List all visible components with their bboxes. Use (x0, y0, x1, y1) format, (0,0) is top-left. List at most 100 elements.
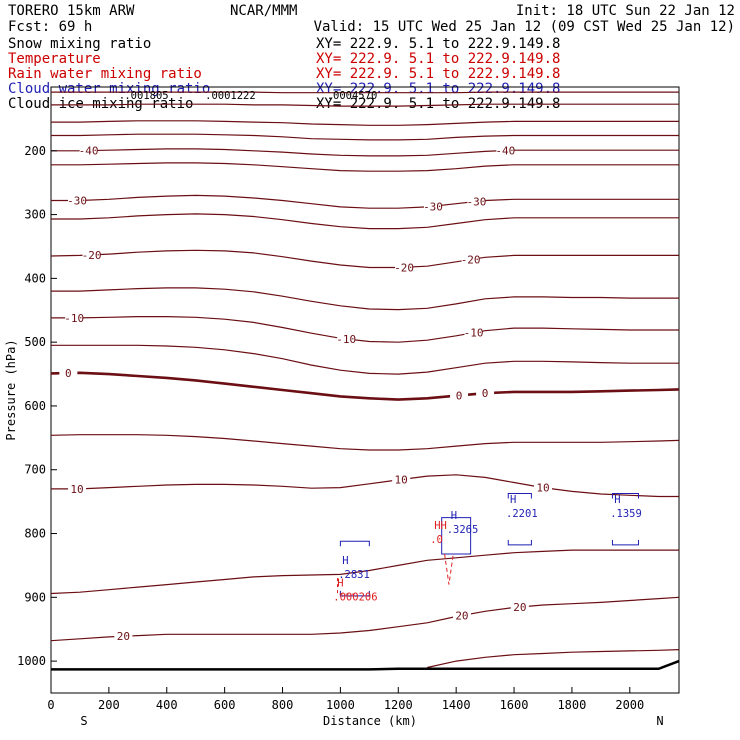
surface-pressure-line (51, 659, 680, 671)
field-maxima-labels: H.2831H.3265H.2201H.1359H.000206HH.0.001… (124, 90, 641, 604)
cloud-contour-1400km (441, 517, 472, 555)
isotherm-label-bg (68, 482, 87, 495)
cloud-max-value: .2201 (506, 508, 538, 520)
isotherm-label: -30 (67, 195, 87, 208)
temperature-isotherms (50, 91, 680, 669)
isotherm-label-bg (114, 630, 133, 643)
end-label-south: S (80, 714, 87, 728)
isotherm-line (51, 316, 679, 343)
isotherm-line (51, 162, 679, 172)
top-field-value: .001805 (124, 90, 168, 102)
y-tick-label: 500 (24, 335, 46, 349)
cloud-water-features (339, 492, 639, 597)
isotherm-line (51, 287, 679, 311)
end-label-north: N (656, 714, 663, 728)
x-axis-label: Distance (km) (323, 714, 417, 728)
isotherm-line (50, 249, 679, 269)
isotherm-label-bg (68, 194, 87, 207)
isotherm-label-bg (59, 367, 78, 380)
isotherm-line (50, 596, 680, 642)
x-tick-label: 600 (214, 698, 236, 712)
isotherm-label: 20 (117, 630, 130, 643)
cloud-contour-1600km-top (507, 492, 532, 499)
isotherm-label: 10 (70, 483, 83, 496)
isotherm-label-bg (533, 481, 552, 494)
rain-max-value: .000206 (333, 592, 377, 604)
figure-header: TORERO 15km ARW NCAR/MMM Init: 18 UTC Su… (8, 3, 735, 35)
y-tick-label: 200 (24, 144, 46, 158)
isotherm-line (51, 194, 679, 209)
top-field-value: .0001222 (205, 90, 256, 102)
isotherm-line (51, 91, 679, 94)
isotherm-label: 20 (513, 601, 526, 614)
cloud-contour-1000km-top (339, 540, 370, 547)
y-tick-label: 300 (24, 208, 46, 222)
isotherm-line (51, 103, 679, 107)
rain-max-marker: H (337, 578, 343, 590)
isotherm-label-bg (392, 473, 411, 486)
isotherm-label-bg (337, 332, 356, 345)
rain-max-value: .0 (430, 534, 443, 546)
cloud-contour-1960km-top (611, 492, 639, 499)
cloud-contour-1960km-bottom (611, 539, 639, 546)
x-tick-label: 2000 (615, 698, 644, 712)
x-tick-label: 400 (156, 698, 178, 712)
isotherm-label-bg (461, 253, 480, 266)
isotherm-label: -10 (336, 333, 356, 346)
isotherm-label-bg (467, 195, 486, 208)
field-name-temperature: Temperature (8, 51, 101, 67)
x-tick-label: 1400 (442, 698, 471, 712)
valid-time: Valid: 15 UTC Wed 25 Jan 12 (09 CST Wed … (314, 19, 735, 35)
cloud-max-marker: H (614, 494, 620, 506)
axes: 0 200 400 600 800 1000 1200 1400 1600 1800 2000200… (17, 144, 644, 712)
isotherm-label: 20 (455, 609, 468, 622)
forecast-hour: Fcst: 69 h (8, 19, 92, 35)
isotherm-label: -10 (464, 327, 484, 340)
isotherm-label: 0 (482, 387, 489, 400)
y-tick-label: 1000 (17, 654, 46, 668)
field-name-rain: Rain water mixing ratio (8, 66, 202, 82)
isotherm-line (427, 649, 680, 669)
isotherm-line (51, 133, 679, 141)
isotherm-line (50, 434, 680, 451)
isotherm-label-bg (450, 389, 469, 402)
isotherm-label: 0 (456, 389, 463, 402)
isotherm-line (50, 549, 679, 595)
isotherm-label-bg (452, 609, 471, 622)
field-xy-rain: XY= 222.9. 5.1 to 222.9.149.8 (316, 66, 560, 82)
isotherm-line (50, 371, 680, 401)
isotherm-label-bg (496, 144, 515, 157)
isotherm-label: 0 (65, 367, 72, 380)
cloud-max-value: .3265 (447, 524, 479, 536)
x-tick-label: 1600 (500, 698, 529, 712)
isotherm-label-bg (476, 387, 495, 400)
isotherm-labels: -40 -40 -30 -30 -30 -20 -20 -20 -10 -10 -10 0 0 0 10 10… (59, 144, 552, 643)
cloud-max-value: .1359 (610, 508, 642, 520)
field-xy-temperature: XY= 222.9. 5.1 to 222.9.149.8 (316, 51, 560, 67)
isotherm-label: -30 (466, 196, 486, 209)
isotherm-line (51, 213, 679, 230)
y-tick-label: 900 (24, 590, 46, 604)
isotherm-label: -40 (495, 145, 515, 158)
x-tick-label: 1800 (557, 698, 586, 712)
field-xy-cloud-ice: XY= 222.9. 5.1 to 222.9.149.8 (316, 96, 560, 112)
y-tick-label: 400 (24, 271, 46, 285)
isotherm-line (51, 474, 679, 498)
x-tick-label: 1000 (326, 698, 355, 712)
cloud-contour-1000km-bottom (339, 590, 370, 597)
isotherm-label: 10 (536, 482, 549, 495)
surface-line (51, 659, 680, 671)
field-name-cloud-ice: Cloud ice mixing ratio (8, 96, 193, 112)
isotherm-label: -20 (82, 249, 102, 262)
isotherm-label-bg (82, 248, 101, 261)
field-legend: Snow mixing ratio XY= 222.9. 5.1 to 222.… (8, 36, 560, 112)
center-title: NCAR/MMM (230, 3, 297, 19)
cloud-max-value: .2831 (338, 569, 370, 581)
y-axis-label: Pressure (hPa) (4, 339, 18, 440)
y-tick-label: 600 (24, 399, 46, 413)
isotherm-label: -40 (79, 145, 99, 158)
field-name-snow: Snow mixing ratio (8, 36, 151, 52)
x-tick-label: 800 (272, 698, 294, 712)
y-tick-label: 700 (24, 463, 46, 477)
